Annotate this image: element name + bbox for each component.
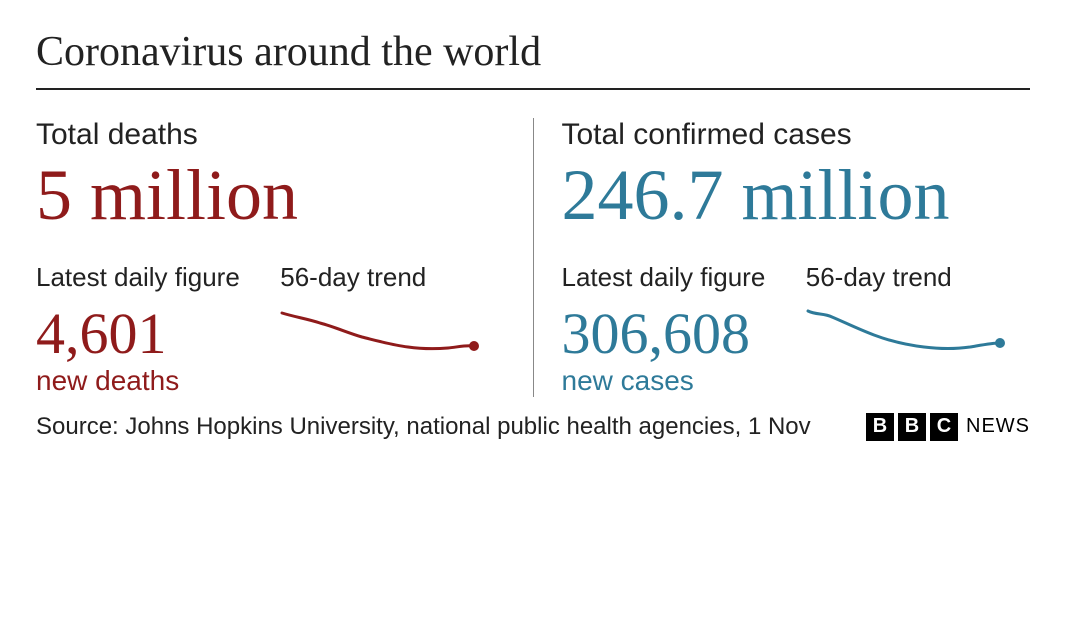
bbc-logo-box-1: B bbox=[866, 413, 894, 441]
panel-deaths-daily-label: Latest daily figure bbox=[36, 262, 260, 293]
panel-cases-total: 246.7 million bbox=[562, 158, 1031, 234]
panel-cases-daily: Latest daily figure 306,608 new cases bbox=[562, 262, 786, 397]
panel-deaths-total: 5 million bbox=[36, 158, 505, 234]
panel-deaths-trend-label: 56-day trend bbox=[280, 262, 504, 293]
sparkline-deaths-path bbox=[282, 313, 474, 349]
panel-cases-subrow: Latest daily figure 306,608 new cases 56… bbox=[562, 262, 1031, 397]
panel-deaths-subrow: Latest daily figure 4,601 new deaths 56-… bbox=[36, 262, 505, 397]
panel-deaths-daily-value: 4,601 bbox=[36, 305, 260, 363]
panel-cases-trend: 56-day trend bbox=[806, 262, 1030, 397]
panel-deaths-daily: Latest daily figure 4,601 new deaths bbox=[36, 262, 260, 397]
panel-cases-daily-value: 306,608 bbox=[562, 305, 786, 363]
panel-cases-daily-caption: new cases bbox=[562, 365, 786, 397]
panel-deaths-daily-caption: new deaths bbox=[36, 365, 260, 397]
panel-deaths: Total deaths 5 million Latest daily figu… bbox=[36, 118, 533, 397]
panel-cases-daily-label: Latest daily figure bbox=[562, 262, 786, 293]
bbc-logo: B B C NEWS bbox=[866, 413, 1030, 441]
panel-cases-trend-label: 56-day trend bbox=[806, 262, 1030, 293]
bbc-logo-news: NEWS bbox=[966, 415, 1030, 438]
panels-container: Total deaths 5 million Latest daily figu… bbox=[36, 118, 1030, 397]
sparkline-deaths bbox=[280, 305, 480, 375]
sparkline-deaths-end-marker bbox=[469, 341, 479, 351]
bbc-logo-box-3: C bbox=[930, 413, 958, 441]
panel-cases: Total confirmed cases 246.7 million Late… bbox=[533, 118, 1031, 397]
bbc-logo-box-2: B bbox=[898, 413, 926, 441]
sparkline-cases-end-marker bbox=[995, 338, 1005, 348]
footer-source: Source: Johns Hopkins University, nation… bbox=[36, 413, 811, 441]
sparkline-cases-path bbox=[808, 311, 1000, 349]
footer: Source: Johns Hopkins University, nation… bbox=[36, 413, 1030, 441]
panel-deaths-trend: 56-day trend bbox=[280, 262, 504, 397]
sparkline-cases bbox=[806, 305, 1006, 375]
panel-cases-heading: Total confirmed cases bbox=[562, 118, 1031, 152]
panel-deaths-heading: Total deaths bbox=[36, 118, 505, 152]
page-title: Coronavirus around the world bbox=[36, 28, 1030, 90]
